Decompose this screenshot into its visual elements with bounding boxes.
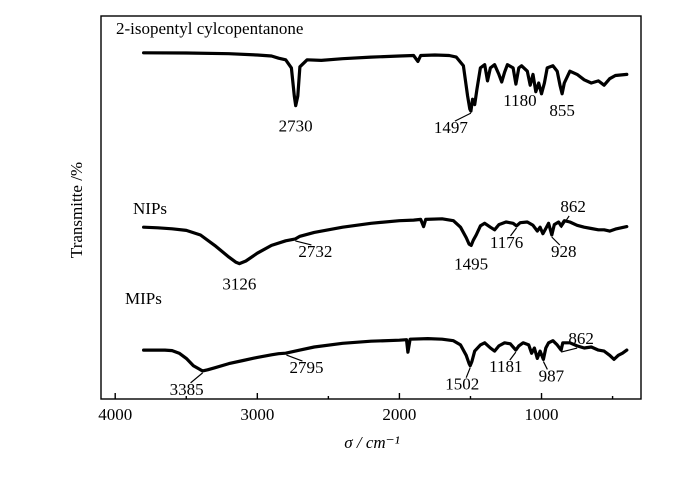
peak-label-1497: 1497 (434, 118, 469, 137)
peak-label-1502: 1502 (445, 375, 479, 394)
peak-leader (465, 367, 471, 378)
labels: 2-isopentyl cylcopentanone 2730 1497 1180 85… (116, 19, 594, 399)
peak-label-855: 855 (549, 101, 575, 120)
y-axis-title: Transmitte /% (67, 162, 86, 258)
peak-label-2795: 2795 (289, 358, 323, 377)
x-tick-label-3000: 3000 (240, 405, 274, 424)
peak-leader (295, 240, 312, 246)
x-tick-label-1000: 1000 (525, 405, 559, 424)
peak-label-1176: 1176 (490, 233, 523, 252)
peak-label-2730: 2730 (279, 117, 313, 136)
x-tick-label-2000: 2000 (382, 405, 416, 424)
peak-label-3385: 3385 (170, 380, 204, 399)
peak-leader (286, 354, 303, 362)
peak-label-2732: 2732 (298, 242, 332, 261)
peak-leader (454, 112, 472, 122)
spectra (142, 51, 629, 373)
peak-label-1495: 1495 (454, 254, 488, 273)
peak-label-987: 987 (539, 366, 565, 385)
series-line-0 (142, 51, 629, 113)
peak-leader (542, 361, 548, 370)
x-axis-ticks: 4000 3000 2000 1000 (98, 393, 614, 424)
plot-frame (100, 15, 642, 400)
peak-leader (560, 347, 578, 353)
peak-label-1181: 1181 (489, 357, 522, 376)
x-axis-title: σ / cm⁻¹ (344, 433, 400, 452)
peak-label-1180: 1180 (503, 91, 536, 110)
peak-leader (510, 227, 517, 237)
peak-leader (551, 236, 561, 246)
peak-label-862: 862 (560, 197, 586, 216)
x-tick-label-4000: 4000 (98, 405, 132, 424)
series-name-0: 2-isopentyl cylcopentanone (116, 19, 303, 38)
series-line-1 (142, 217, 629, 266)
peak-leader (509, 351, 517, 361)
peak-label-3126: 3126 (222, 275, 256, 294)
peak-leader (190, 372, 203, 384)
series-line-2 (142, 337, 629, 373)
peak-label-862: 862 (568, 329, 594, 348)
series-name-1: NIPs (133, 199, 167, 218)
series-name-2: MIPs (125, 289, 162, 308)
peak-leader (560, 215, 570, 229)
peak-label-928: 928 (551, 242, 577, 261)
